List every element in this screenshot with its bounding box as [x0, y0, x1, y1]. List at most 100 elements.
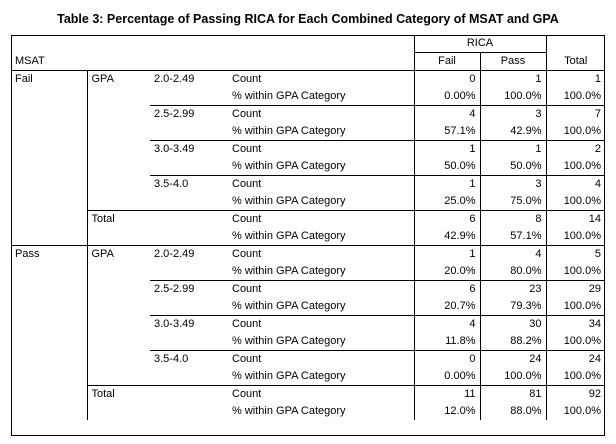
percent-cell: 0.00% — [444, 90, 476, 102]
count-cell: 4 — [414, 105, 480, 123]
crosstab-table: RICA MSAT Fail Pass Total Fail GPA 2.0-2.4… — [11, 35, 605, 420]
count-cell: 1 — [545, 70, 605, 88]
percent-cell: 100.0% — [545, 193, 605, 211]
count-cell: 30 — [479, 315, 546, 333]
count-label: Count — [228, 175, 415, 193]
count-label: Count — [228, 315, 415, 333]
count-cell: 3 — [479, 105, 546, 123]
count-cell: 34 — [545, 315, 605, 333]
gpa-range: 3.5-4.0 — [150, 175, 228, 193]
rica-header: RICA — [414, 35, 546, 53]
msat-category: Pass — [11, 245, 88, 263]
percent-cell: 50.0% — [444, 160, 476, 172]
count-cell: 1 — [479, 70, 546, 88]
count-label: Count — [228, 350, 415, 368]
table-row: Total Count 11 81 92 — [11, 385, 605, 403]
count-label: Count — [228, 210, 415, 228]
table-row: % within GPA Category 0.00% 100.0% 100.0% — [11, 368, 605, 386]
pass-header: Pass — [479, 52, 546, 71]
count-cell: 5 — [545, 245, 605, 263]
percent-label: % within GPA Category — [228, 228, 415, 246]
count-cell: 6 — [414, 280, 480, 298]
percent-cell: 88.2% — [479, 333, 546, 351]
percent-cell: 100.0% — [545, 158, 605, 176]
table-row: 2.5-2.99 Count 6 23 29 — [11, 280, 605, 298]
gpa-range: 3.0-3.49 — [150, 315, 228, 333]
table-body: Fail GPA 2.0-2.49 Count 0 1 1% within GPA Cate… — [11, 70, 605, 420]
percent-cell: 100.0% — [545, 403, 605, 420]
percent-cell: 100.0% — [545, 123, 605, 141]
total-label: Total — [87, 385, 150, 403]
table-row: % within GPA Category 25.0% 75.0% 100.0% — [11, 193, 605, 211]
count-cell: 4 — [414, 315, 480, 333]
percent-cell: 12.0% — [444, 405, 476, 417]
percent-cell: 100.0% — [545, 298, 605, 316]
count-cell: 23 — [479, 280, 546, 298]
count-cell: 1 — [479, 140, 546, 158]
percent-cell: 57.1% — [479, 228, 546, 246]
total-header: Total — [545, 52, 605, 71]
percent-label: % within GPA Category — [228, 88, 415, 106]
gpa-label: GPA — [87, 245, 150, 263]
gpa-range: 2.5-2.99 — [150, 280, 228, 298]
percent-label: % within GPA Category — [228, 298, 415, 316]
percent-label: % within GPA Category — [228, 263, 415, 281]
table-row: % within GPA Category 57.1% 42.9% 100.0% — [11, 123, 605, 141]
gpa-range: 2.0-2.49 — [150, 70, 228, 88]
count-cell: 2 — [545, 140, 605, 158]
count-label: Count — [228, 280, 415, 298]
count-label: Count — [228, 70, 415, 88]
count-cell: 6 — [414, 210, 480, 228]
gpa-range: 2.0-2.49 — [150, 245, 228, 263]
percent-cell: 50.0% — [479, 158, 546, 176]
percent-cell: 100.0% — [545, 228, 605, 246]
percent-cell: 80.0% — [479, 263, 546, 281]
table-row: Total Count 6 8 14 — [11, 210, 605, 228]
count-cell: 24 — [545, 350, 605, 368]
percent-cell: 79.3% — [479, 298, 546, 316]
count-cell: 1 — [414, 175, 480, 193]
table-row: % within GPA Category 12.0% 88.0% 100.0% — [11, 403, 605, 420]
total-label: Total — [87, 210, 150, 228]
table-row: 3.5-4.0 Count 1 3 4 — [11, 175, 605, 193]
count-label: Count — [228, 385, 415, 403]
count-cell: 81 — [479, 385, 546, 403]
table-title: Table 3: Percentage of Passing RICA for … — [57, 12, 559, 26]
table-row: % within GPA Category 20.7% 79.3% 100.0% — [11, 298, 605, 316]
percent-label: % within GPA Category — [228, 193, 415, 211]
count-cell: 1 — [414, 245, 480, 263]
table-row: % within GPA Category 11.8% 88.2% 100.0% — [11, 333, 605, 351]
table-row: 3.5-4.0 Count 0 24 24 — [11, 350, 605, 368]
fail-header: Fail — [438, 55, 456, 67]
count-cell: 24 — [479, 350, 546, 368]
percent-cell: 100.0% — [545, 333, 605, 351]
table-row: % within GPA Category 0.00% 100.0% 100.0% — [11, 88, 605, 106]
table-row: % within GPA Category 50.0% 50.0% 100.0% — [11, 158, 605, 176]
percent-cell: 57.1% — [444, 125, 476, 137]
table-row: % within GPA Category 20.0% 80.0% 100.0% — [11, 263, 605, 281]
count-label: Count — [228, 105, 415, 123]
count-cell: 11 — [414, 385, 480, 403]
table-row: % within GPA Category 42.9% 57.1% 100.0% — [11, 228, 605, 246]
header-row-1: RICA — [11, 35, 605, 53]
percent-cell: 25.0% — [444, 195, 476, 207]
msat-header: MSAT — [15, 54, 45, 67]
count-label: Count — [228, 140, 415, 158]
count-cell: 8 — [479, 210, 546, 228]
count-cell: 4 — [479, 245, 546, 263]
count-cell: 92 — [545, 385, 605, 403]
table-row: 3.0-3.49 Count 4 30 34 — [11, 315, 605, 333]
percent-label: % within GPA Category — [228, 403, 415, 420]
percent-label: % within GPA Category — [228, 368, 415, 386]
percent-cell: 100.0% — [545, 368, 605, 386]
count-cell: 0 — [414, 350, 480, 368]
gpa-range: 2.5-2.99 — [150, 105, 228, 123]
count-cell: 3 — [479, 175, 546, 193]
percent-cell: 20.0% — [444, 265, 476, 277]
gpa-label: GPA — [87, 70, 150, 88]
count-cell: 29 — [545, 280, 605, 298]
percent-cell: 75.0% — [479, 193, 546, 211]
gpa-range: 3.5-4.0 — [150, 350, 228, 368]
table-row: 2.5-2.99 Count 4 3 7 — [11, 105, 605, 123]
percent-cell: 0.00% — [444, 370, 476, 382]
